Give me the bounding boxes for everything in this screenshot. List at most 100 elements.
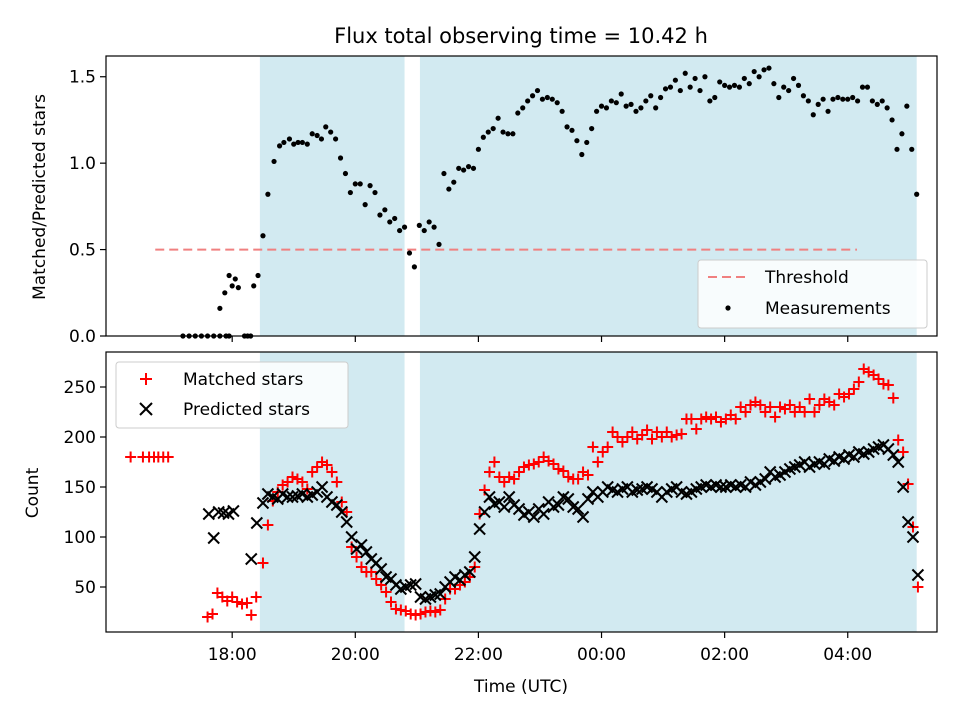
measurement-point: [677, 87, 683, 94]
measurement-point: [874, 101, 880, 107]
measurement-point: [569, 127, 575, 133]
legend-matched-label: Matched stars: [183, 370, 303, 390]
measurement-point: [854, 98, 861, 104]
matched-star-point: [685, 413, 697, 425]
measurement-point: [731, 82, 738, 88]
matched-star-point: [873, 373, 885, 385]
matched-star-point: [125, 451, 137, 463]
measurement-point: [470, 165, 477, 171]
measurement-point: [786, 87, 792, 94]
matched-star-point: [488, 456, 500, 468]
measurement-point: [328, 129, 334, 135]
predicted-star-point: [202, 507, 216, 521]
predicted-star-point: [892, 455, 905, 469]
measurement-point: [337, 155, 344, 161]
measurement-point: [608, 98, 614, 104]
matched-star-point: [572, 473, 584, 485]
measurement-point: [909, 146, 915, 152]
predicted-star-point: [256, 496, 270, 510]
predicted-star-point: [906, 530, 920, 544]
measurement-point: [520, 105, 526, 111]
measurement-point: [500, 129, 506, 135]
measurement-point: [687, 84, 693, 90]
measurement-point: [751, 68, 757, 75]
predicted-star-point: [468, 550, 481, 564]
matched-star-point: [626, 426, 638, 438]
predicted-star-point: [759, 472, 772, 486]
measurement-point: [490, 125, 496, 132]
matched-star-point: [853, 376, 865, 388]
measurement-point: [603, 105, 610, 111]
measurement-point: [589, 125, 595, 132]
measurement-point: [495, 115, 501, 121]
measurement-point: [426, 219, 432, 225]
measurement-point: [411, 264, 417, 270]
measurement-point: [276, 143, 283, 149]
matched-star-point: [370, 573, 382, 585]
matched-star-point: [250, 591, 262, 603]
measurement-point: [766, 65, 772, 71]
matched-star-point: [331, 476, 343, 488]
matched-star-point: [483, 466, 495, 478]
measurement-point: [226, 272, 232, 279]
measurement-point: [265, 191, 271, 197]
measurement-point: [805, 98, 811, 104]
matched-star-point: [799, 406, 811, 418]
measurement-point: [662, 86, 669, 92]
matched-star-point: [162, 451, 174, 463]
bottom-legend: Matched stars Predicted stars: [115, 361, 349, 429]
matched-star-point: [897, 446, 909, 458]
top-y-tick-label: 0.5: [69, 241, 96, 261]
measurement-point: [722, 82, 728, 88]
bottom-y-tick-label: 50: [74, 578, 96, 598]
matched-star-point: [592, 456, 604, 468]
measurement-point: [362, 202, 368, 208]
predicted-star-point: [281, 490, 294, 504]
bottom-x-tick-label: 18:00: [208, 645, 257, 665]
matched-star-point: [774, 401, 786, 413]
measurement-point: [904, 103, 910, 109]
matched-star-point: [415, 608, 427, 620]
measurement-point: [232, 276, 238, 282]
bottom-shaded-ranges: [259, 352, 917, 632]
matched-star-point: [641, 424, 653, 436]
matched-star-point: [282, 476, 294, 488]
matched-star-point: [769, 411, 781, 423]
bottom-y-ticks: 50 100 150 200 250: [64, 378, 106, 598]
matched-star-point: [311, 461, 323, 473]
measurement-point: [771, 81, 777, 87]
measurement-point: [372, 189, 378, 196]
matched-star-point: [245, 609, 257, 621]
measurement-point: [217, 305, 223, 311]
matched-star-point: [735, 401, 747, 413]
matched-star-point: [479, 484, 491, 496]
measurement-point: [333, 136, 339, 142]
measurement-point: [441, 170, 447, 177]
measurement-point: [304, 141, 310, 147]
measurement-point: [525, 98, 531, 104]
measurement-point: [810, 112, 816, 118]
top-y-tick-label: 0.0: [69, 327, 96, 347]
measurement-point: [461, 167, 467, 173]
bottom-plot-frame: [105, 351, 938, 633]
measurement-point: [318, 136, 325, 142]
matched-star-point: [206, 608, 218, 620]
predicted-star-point: [340, 515, 353, 529]
matched-star-point: [705, 413, 717, 425]
bottom-y-tick-label: 250: [64, 378, 96, 398]
matched-star-point: [257, 557, 269, 569]
matched-star-point: [666, 431, 678, 443]
measurement-point: [431, 224, 437, 230]
top-shaded-range-0: [259, 56, 405, 336]
measurement-point: [815, 101, 821, 107]
matched-star-point: [296, 476, 308, 488]
matched-star-point: [385, 596, 397, 608]
top-plot-frame: [105, 55, 938, 337]
predicted-star-point: [360, 545, 373, 559]
predicted-star-point: [911, 568, 925, 582]
matched-star-point: [700, 411, 712, 423]
measurement-point: [653, 105, 659, 111]
bottom-x-tick-label: 02:00: [700, 645, 749, 665]
measurement-point: [682, 70, 688, 76]
measurement-point: [574, 138, 580, 144]
